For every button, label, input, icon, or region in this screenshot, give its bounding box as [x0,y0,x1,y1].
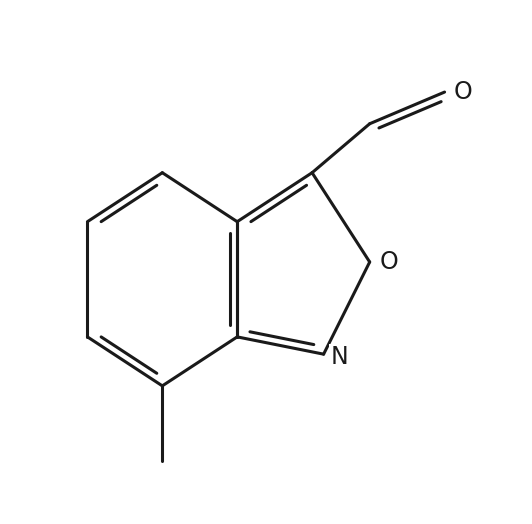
Text: O: O [380,250,399,274]
Text: N: N [330,345,348,369]
Text: O: O [453,80,472,104]
